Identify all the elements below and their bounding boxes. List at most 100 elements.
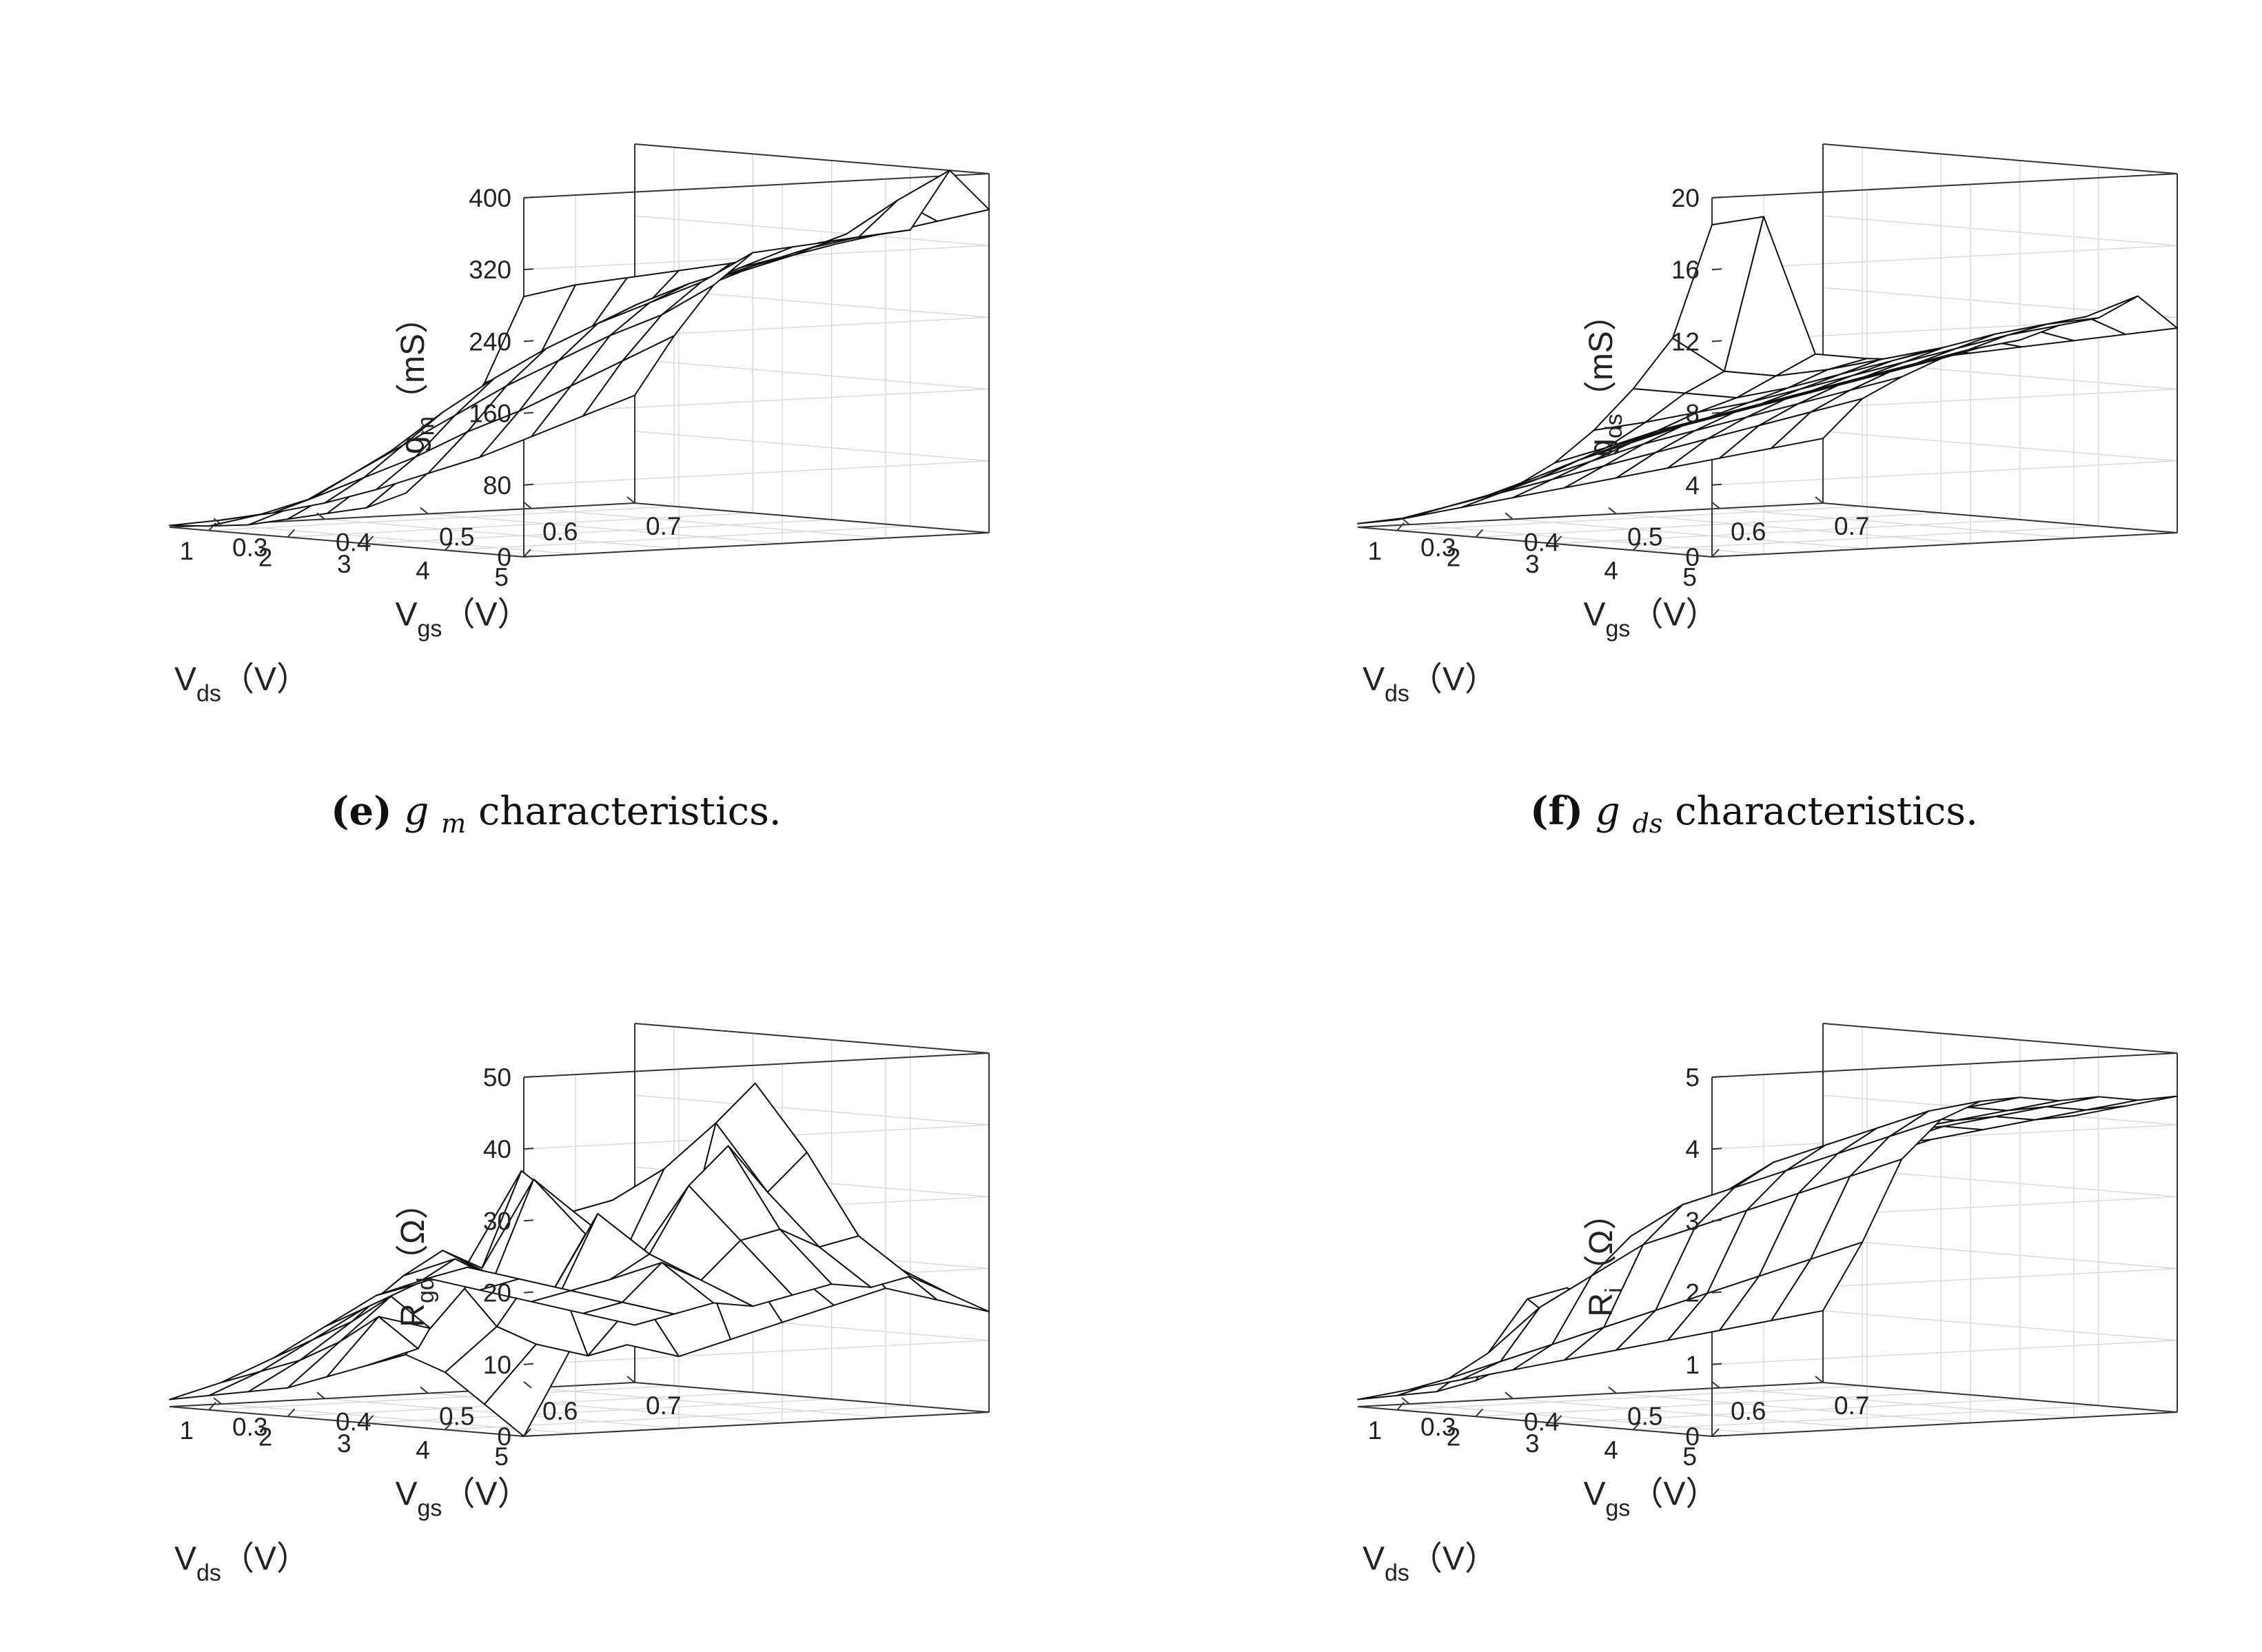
y-tick-label: 5 [1682, 1442, 1697, 1471]
axis-line [1822, 1023, 2178, 1054]
x-tick-label: 0.7 [646, 1391, 681, 1420]
z-axis-label: gm（mS） [395, 300, 439, 454]
y-tick [1396, 522, 1405, 531]
surface-patch [1409, 492, 1502, 518]
y-tick [287, 529, 296, 538]
y-tick [523, 1428, 531, 1437]
z-tick-label: 0 [497, 1422, 511, 1451]
x-tick [1401, 518, 1410, 525]
surface [1357, 1095, 2178, 1400]
grid-line [634, 215, 990, 246]
x-tick-label: 0.4 [1524, 528, 1559, 556]
x-axis: 0.3 0.4 0.5 0.6 0.7 [213, 496, 681, 562]
x-tick [316, 1391, 325, 1400]
y-tick [1396, 1402, 1405, 1411]
surface-patch [1771, 1241, 1864, 1322]
z-tick [1711, 1363, 1722, 1365]
z-axis: 0 1 2 3 4 5 [1685, 1063, 1722, 1451]
y-tick [1475, 529, 1484, 538]
y-tick [1633, 542, 1641, 551]
axis-line [169, 527, 524, 558]
x-tick-label: 0.3 [232, 1413, 267, 1441]
x-tick-label: 0.5 [1627, 1403, 1662, 1431]
y-tick-label: 3 [337, 1429, 351, 1458]
panel-e-gm-surface: 0 80 160 240 320 400 1 2 3 4 5 0.3 0.4 0.5 0.6 0.7 gm（mS… [169, 143, 990, 707]
x-tick-label: 0.6 [1731, 518, 1766, 546]
y-tick-label: 4 [416, 1436, 430, 1464]
x-tick-label: 0.4 [336, 1407, 371, 1436]
z-tick [1711, 555, 1722, 558]
y-tick-label: 5 [494, 1442, 509, 1471]
panel-h-ri-surface: 0 1 2 3 4 5 1 2 3 4 5 0.3 0.4 0.5 0.6 0.7 Ri（Ω） Vds（V） Vgs… [1357, 1023, 2178, 1587]
axis-line [523, 532, 990, 558]
axes-box [169, 1023, 990, 1437]
grid-line [1822, 1310, 2178, 1341]
y-tick [1633, 1421, 1641, 1431]
y-tick-label: 2 [1447, 1422, 1461, 1451]
y-tick-label: 1 [180, 537, 194, 565]
z-tick-label: 320 [469, 256, 511, 284]
y-tick [1553, 536, 1562, 544]
axis-line [1822, 502, 2178, 533]
z-tick [523, 1219, 534, 1222]
grid-line [523, 1340, 990, 1365]
grid-line [1822, 1238, 2178, 1269]
y-tick [1553, 1415, 1562, 1424]
x-tick [626, 1376, 635, 1383]
caption-f: (f) g ds characteristics. [1530, 788, 1978, 842]
y-tick-label: 2 [258, 1422, 273, 1451]
z-tick [523, 555, 534, 558]
x-tick-label: 0.5 [1627, 523, 1662, 551]
y-tick-label: 4 [1604, 556, 1618, 584]
axis-line [523, 1052, 990, 1078]
y-tick-label: 4 [1604, 1436, 1618, 1464]
z-tick-label: 20 [483, 1279, 511, 1307]
z-tick-label: 8 [1685, 400, 1700, 428]
x-tick-label: 0.6 [542, 518, 578, 546]
z-tick-label: 3 [1685, 1207, 1700, 1235]
axis-line [1357, 1382, 1824, 1407]
z-tick-label: 0 [1685, 543, 1700, 571]
axis-line [634, 143, 990, 174]
z-axis: 0 80 160 240 320 400 [469, 184, 534, 571]
y-tick-label: 1 [180, 1416, 194, 1445]
z-axis-label: gds（mS） [1583, 298, 1627, 457]
z-tick [1711, 196, 1722, 198]
x-tick-label: 0.3 [232, 533, 267, 562]
z-tick-label: 40 [483, 1135, 511, 1163]
grid-line [1711, 460, 2178, 486]
x-tick [1815, 496, 1824, 504]
y-tick [445, 1421, 453, 1431]
axis-line [1822, 1382, 2178, 1413]
x-axis: 0.3 0.4 0.5 0.6 0.7 [213, 1376, 681, 1441]
grid-line [1822, 215, 2178, 246]
y-tick-label: 3 [337, 550, 351, 578]
x-tick [316, 512, 325, 520]
x-tick [420, 507, 429, 515]
grid-line [523, 460, 990, 486]
z-tick-label: 0 [497, 543, 511, 571]
x-tick-label: 0.5 [439, 523, 474, 551]
axis-line [169, 1406, 524, 1437]
z-tick-label: 16 [1671, 256, 1700, 284]
axis-line [1357, 527, 1713, 558]
y-tick [445, 542, 453, 551]
z-tick-label: 80 [483, 471, 511, 500]
y-tick-label: 5 [494, 563, 509, 591]
z-tick-label: 0 [1685, 1422, 1700, 1451]
y-tick-label: 3 [1525, 1429, 1540, 1458]
y-tick-label: 5 [1682, 563, 1697, 591]
x-axis: 0.3 0.4 0.5 0.6 0.7 [1401, 496, 1869, 562]
panel-g-rgd-surface: 0 10 20 30 40 50 1 2 3 4 5 0.3 0.4 0.5 0.6 0.7 Rgd（Ω） Vds… [169, 1023, 990, 1587]
x-axis-label: Vgs（V） [396, 597, 531, 642]
x-tick [1711, 1381, 1720, 1389]
axis-line [1711, 532, 2178, 558]
x-tick [523, 1381, 532, 1389]
y-axis-label: Vds（V） [1363, 1541, 1498, 1587]
axis-line [634, 1382, 990, 1413]
y-tick-label: 1 [1368, 537, 1383, 565]
z-axis: 0 10 20 30 40 50 [483, 1063, 534, 1451]
surface-patch [582, 1301, 675, 1326]
